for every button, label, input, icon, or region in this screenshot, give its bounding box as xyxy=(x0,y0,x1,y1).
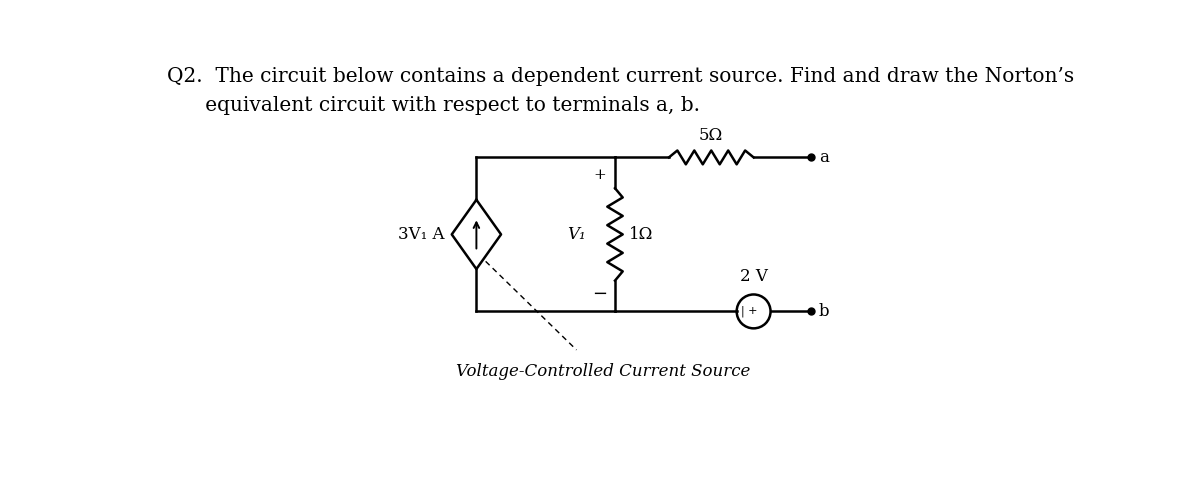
Text: b: b xyxy=(820,303,829,320)
Text: 2 V: 2 V xyxy=(739,268,768,285)
Text: −: − xyxy=(592,285,607,302)
Text: a: a xyxy=(820,149,829,166)
Text: equivalent circuit with respect to terminals a, b.: equivalent circuit with respect to termi… xyxy=(167,96,700,115)
Text: Voltage-Controlled Current Source: Voltage-Controlled Current Source xyxy=(456,363,751,380)
Text: | +: | + xyxy=(740,306,757,317)
Text: 3V₁ A: 3V₁ A xyxy=(397,226,444,243)
Text: +: + xyxy=(593,168,606,182)
Text: 5Ω: 5Ω xyxy=(700,126,724,144)
Text: Q2.  The circuit below contains a dependent current source. Find and draw the No: Q2. The circuit below contains a depende… xyxy=(167,67,1074,86)
Text: V₁: V₁ xyxy=(568,226,586,243)
Text: 1Ω: 1Ω xyxy=(629,226,653,243)
